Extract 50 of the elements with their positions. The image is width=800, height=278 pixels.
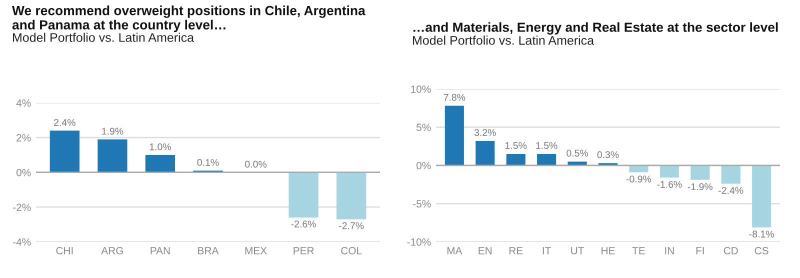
x-tick-label: CD — [724, 246, 738, 254]
data-label: -1.9% — [688, 183, 712, 190]
data-label: 7.8% — [444, 94, 466, 101]
x-tick-label: PAN — [150, 247, 170, 254]
data-label: 0.3% — [597, 151, 619, 158]
data-label: -2.6% — [291, 220, 316, 228]
data-label: 1.0% — [150, 143, 171, 150]
data-label: -2.4% — [718, 187, 744, 194]
x-tick-label: CS — [754, 246, 768, 254]
x-tick-label: TE — [632, 247, 645, 254]
y-tick-label: 5% — [416, 124, 431, 132]
data-label: 1.5% — [506, 142, 527, 149]
x-tick-label: IT — [542, 247, 551, 254]
y-tick-label: 0% — [416, 162, 431, 170]
chart-title: We recommend overweight positions in Chile, Argentina and Panama at the country level… — [12, 6, 366, 32]
chart-subtitle: Model Portfolio vs. Latin America — [413, 36, 594, 45]
x-tick-label: PER — [294, 247, 314, 254]
y-tick-label: -5% — [413, 200, 431, 208]
data-label: -2.7% — [339, 222, 364, 230]
x-tick-label: UT — [571, 247, 584, 254]
y-tick-label: 0% — [16, 168, 31, 176]
y-tick-label: 2% — [16, 134, 31, 142]
data-label: 0.5% — [566, 150, 588, 157]
y-tick-label: -4% — [13, 238, 31, 246]
data-label: -0.9% — [626, 176, 652, 182]
y-tick-label: 4% — [16, 99, 31, 107]
y-tick-label: 10% — [411, 85, 431, 93]
x-tick-label: MEX — [245, 247, 267, 254]
data-label: 1.9% — [102, 128, 124, 135]
x-tick-label: BRA — [198, 247, 219, 254]
y-tick-label: -10% — [407, 238, 431, 246]
data-label: 0.0% — [245, 160, 267, 168]
data-label: -8.1% — [749, 230, 774, 238]
x-tick-label: HE — [602, 247, 615, 254]
x-tick-label: EN — [478, 247, 492, 254]
data-label: 0.1% — [197, 159, 219, 166]
data-label: -1.6% — [657, 180, 682, 188]
data-label: 2.4% — [54, 119, 76, 126]
x-tick-label: ARG — [101, 246, 123, 254]
x-tick-label: IN — [665, 247, 674, 254]
x-tick-label: COL — [341, 246, 362, 254]
x-tick-label: CHI — [56, 246, 73, 254]
x-tick-label: RE — [509, 247, 523, 254]
y-tick-label: -2% — [13, 204, 31, 211]
chart-subtitle: Model Portfolio vs. Latin America — [13, 32, 194, 42]
x-tick-label: FI — [696, 247, 704, 254]
data-label: 3.2% — [474, 129, 496, 136]
chart-title: …and Materials, Energy and Real Estate at the sector level — [413, 22, 778, 35]
x-tick-label: MA — [447, 247, 462, 254]
data-label: 1.5% — [536, 142, 558, 149]
